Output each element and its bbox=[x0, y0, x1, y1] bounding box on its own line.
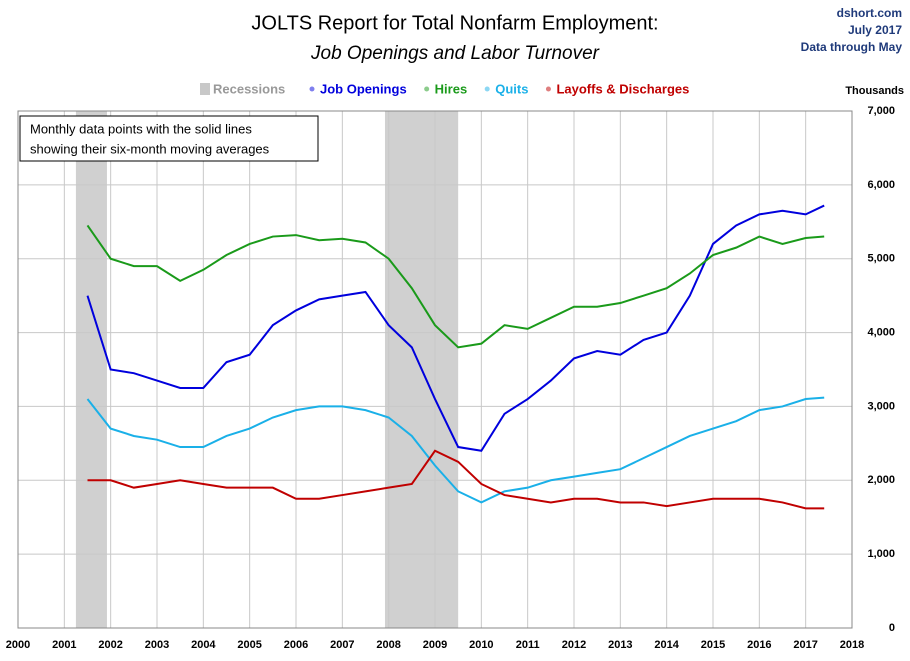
legend-dot bbox=[545, 86, 551, 92]
y-tick-label: 2,000 bbox=[867, 474, 895, 486]
x-tick-label: 2004 bbox=[191, 639, 216, 651]
x-tick-label: 2002 bbox=[98, 639, 122, 651]
x-tick-label: 2010 bbox=[469, 639, 493, 651]
x-tick-label: 2016 bbox=[747, 639, 771, 651]
legend-label: Job Openings bbox=[320, 81, 407, 96]
x-tick-label: 2015 bbox=[701, 639, 725, 651]
legend-dot bbox=[309, 86, 315, 92]
x-tick-label: 2000 bbox=[6, 639, 30, 651]
source: July 2017 bbox=[848, 23, 902, 37]
y-tick-label: 5,000 bbox=[867, 253, 895, 265]
x-tick-label: 2008 bbox=[376, 639, 400, 651]
x-tick-label: 2001 bbox=[52, 639, 76, 651]
x-tick-label: 2013 bbox=[608, 639, 632, 651]
chart-title: JOLTS Report for Total Nonfarm Employmen… bbox=[251, 12, 658, 34]
x-tick-label: 2018 bbox=[840, 639, 864, 651]
series-line bbox=[86, 224, 825, 349]
x-tick-label: 2011 bbox=[516, 639, 540, 651]
legend-label: Quits bbox=[495, 81, 528, 96]
series-line bbox=[87, 449, 825, 510]
recession-band bbox=[75, 111, 107, 628]
y-tick-label: 4,000 bbox=[867, 326, 895, 338]
y-tick-label: 6,000 bbox=[867, 179, 895, 191]
x-tick-label: 2005 bbox=[237, 639, 261, 651]
x-tick-label: 2017 bbox=[793, 639, 817, 651]
y-tick-label: 1,000 bbox=[867, 548, 895, 560]
annotation-box bbox=[19, 115, 319, 162]
y-tick-label: 3,000 bbox=[867, 400, 895, 412]
source: Data through May bbox=[801, 40, 903, 54]
legend-dot bbox=[424, 86, 430, 92]
legend-label: Layoffs & Discharges bbox=[556, 81, 689, 96]
y-tick-label: 0 bbox=[889, 622, 895, 634]
legend-label: Hires bbox=[435, 81, 468, 96]
annotation: Monthly data points with the solid lines bbox=[30, 121, 252, 136]
x-tick-label: 2014 bbox=[654, 639, 679, 651]
x-tick-label: 2006 bbox=[284, 639, 308, 651]
legend-dot bbox=[484, 86, 490, 92]
x-tick-label: 2003 bbox=[145, 639, 169, 651]
x-tick-label: 2012 bbox=[562, 639, 586, 651]
annotation: showing their six-month moving averages bbox=[30, 141, 270, 156]
x-tick-label: 2007 bbox=[330, 639, 354, 651]
chart-subtitle: Job Openings and Labor Turnover bbox=[310, 43, 600, 64]
y-tick-label: 7,000 bbox=[867, 105, 895, 117]
legend-swatch bbox=[200, 83, 210, 95]
source: dshort.com bbox=[837, 6, 902, 20]
legend-label: Recessions bbox=[213, 81, 285, 96]
series-line bbox=[86, 396, 825, 504]
x-tick-label: 2009 bbox=[423, 639, 447, 651]
y-axis-label: Thousands bbox=[845, 85, 904, 97]
plot-border bbox=[17, 110, 853, 629]
